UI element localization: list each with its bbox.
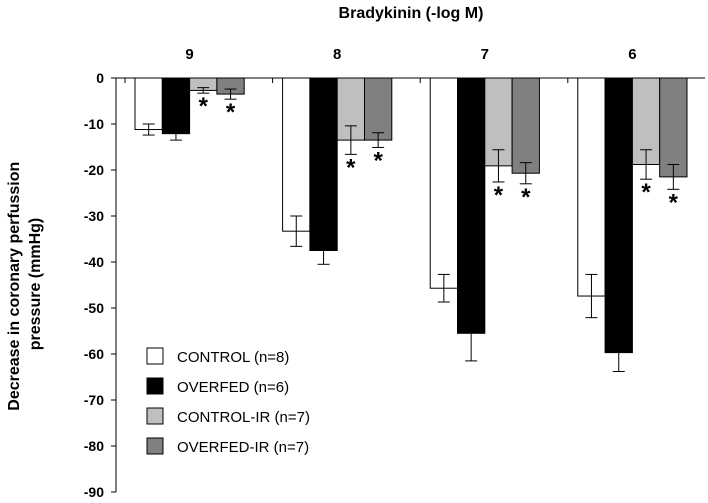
y-tick-label: -50: [84, 300, 104, 316]
x-axis-title: Bradykinin (-log M): [339, 5, 484, 22]
x-category-label: 8: [333, 46, 341, 63]
y-tick-label: 0: [96, 70, 104, 86]
significance-star: *: [669, 189, 679, 216]
legend-swatch: [146, 437, 164, 455]
bar: [282, 77, 311, 232]
y-tick-label: -30: [84, 208, 104, 224]
y-tick-label: -40: [84, 254, 104, 270]
y-tick-label: -60: [84, 346, 104, 362]
significance-star: *: [226, 99, 236, 126]
bar: [429, 77, 459, 289]
y-tick-label: -10: [84, 116, 104, 132]
bar: [604, 77, 633, 354]
bar: [364, 77, 393, 141]
significance-star: *: [199, 93, 209, 120]
significance-star: *: [641, 179, 651, 206]
legend-label: CONTROL-IR (n=7): [177, 409, 310, 426]
significance-star: *: [346, 154, 356, 181]
plot-area: 0 -10 -20 -30 -40 -50 -60 -70 -80 -90 9 * * 8 * * 7 * * 6 * *: [84, 46, 705, 500]
significance-star: *: [521, 184, 531, 211]
legend-label: OVERFED-IR (n=7): [177, 439, 309, 456]
bar: [511, 77, 540, 174]
legend-swatch: [146, 407, 164, 425]
legend-label: CONTROL (n=8): [177, 349, 289, 366]
y-axis-title-line-1: Decrease in coronary perfussion: [6, 162, 23, 411]
significance-star: *: [373, 147, 383, 174]
x-category-label: 9: [185, 46, 193, 63]
bar: [134, 77, 163, 131]
significance-star: *: [494, 182, 504, 209]
bar: [161, 77, 191, 135]
y-tick-label: -80: [84, 438, 104, 454]
y-tick-label: -90: [84, 484, 104, 500]
legend-swatch: [146, 377, 164, 395]
bar: [309, 77, 338, 251]
bar: [577, 77, 606, 297]
legend-label: OVERFED (n=6): [177, 379, 289, 396]
legend-swatch: [146, 347, 164, 365]
legend: CONTROL (n=8) OVERFED (n=6) CONTROL-IR (n=…: [146, 347, 310, 456]
y-axis-title: Decrease in coronary perfussion pressure…: [6, 157, 44, 410]
y-tick-label: -70: [84, 392, 104, 408]
x-category-label: 6: [628, 46, 636, 63]
bar: [659, 77, 688, 178]
y-tick-label: -20: [84, 162, 104, 178]
bar: [457, 77, 486, 334]
x-category-label: 7: [481, 46, 489, 63]
y-axis-title-line-2: pressure (mmHg): [27, 218, 44, 350]
